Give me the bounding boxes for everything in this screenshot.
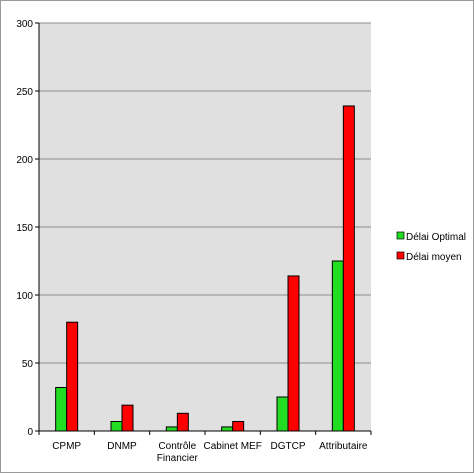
x-tick-label: DNMP [107, 441, 137, 452]
x-tick-label: Attributaire [319, 441, 368, 452]
bar-delai-moyen [176, 412, 189, 432]
x-axis-tick-labels: CPMP DNMP Contrôle Financier Cabinet MEF DGTC… [38, 431, 372, 464]
bar-delai-optimal [110, 420, 123, 432]
y-tick-label: 150 [16, 223, 33, 234]
legend-label: Délai moyen [406, 252, 462, 263]
y-tick-label: 250 [16, 87, 33, 98]
legend-label: Délai Optimal [406, 232, 466, 243]
bar-delai-moyen [121, 404, 134, 432]
y-tick-label: 200 [16, 155, 33, 166]
x-tick-label: CPMP [52, 441, 81, 452]
bar-delai-optimal [331, 260, 344, 432]
bar-delai-moyen [287, 275, 300, 432]
x-tick-label: Contrôle Financier [157, 441, 199, 464]
bar-delai-optimal [55, 386, 68, 432]
y-axis-tick-labels: 0 50 100 150 200 250 300 [16, 19, 39, 438]
bar-delai-optimal [165, 426, 178, 432]
legend-swatch [396, 231, 405, 240]
bar-delai-moyen [66, 321, 79, 432]
y-tick-label: 50 [22, 359, 34, 370]
y-tick-label: 0 [27, 427, 33, 438]
bar-delai-optimal [221, 426, 234, 432]
legend-swatch [396, 251, 405, 260]
bar-delai-moyen [342, 105, 355, 432]
y-tick-label: 300 [16, 19, 33, 30]
y-tick-label: 100 [16, 291, 33, 302]
gridlines [39, 22, 371, 364]
bar-delai-moyen [232, 420, 245, 432]
x-tick-label: DGTCP [271, 441, 306, 452]
legend: Délai Optimal Délai moyen [396, 231, 466, 263]
x-tick-label: Cabinet MEF [203, 441, 261, 452]
bar-delai-optimal [276, 396, 289, 432]
